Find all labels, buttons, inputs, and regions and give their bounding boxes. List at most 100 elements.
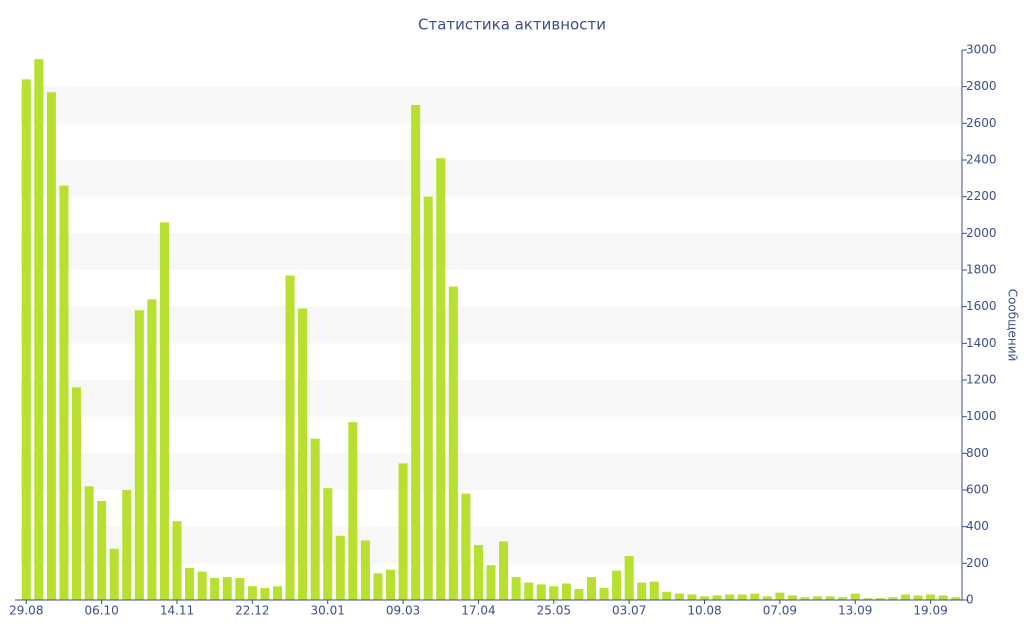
bar (21, 79, 31, 601)
bar (473, 545, 483, 600)
bar (863, 598, 873, 600)
bar (561, 583, 571, 600)
y-tick-label: 1000 (966, 409, 997, 423)
y-tick-label: 0 (966, 593, 974, 607)
bar (423, 196, 433, 600)
bar (185, 567, 195, 600)
bar (461, 493, 471, 600)
bar (549, 586, 559, 600)
bar (888, 597, 898, 600)
bar (875, 598, 885, 600)
bar (787, 595, 797, 600)
bar (900, 594, 911, 600)
grid-band (20, 380, 962, 417)
bar (499, 541, 509, 600)
bar (813, 596, 823, 600)
bar (649, 581, 659, 600)
y-tick-label: 3000 (966, 43, 997, 57)
bar (84, 486, 94, 600)
x-tick-label: 10.08 (687, 604, 721, 618)
y-tick-label: 2800 (966, 79, 997, 93)
bar (97, 501, 107, 600)
bar (938, 595, 948, 600)
bar (750, 593, 760, 600)
grid-band (20, 160, 962, 197)
bar (172, 521, 182, 600)
y-tick-label: 2000 (966, 226, 997, 240)
bar (586, 577, 597, 600)
bar (147, 299, 157, 600)
bar (624, 556, 634, 600)
x-tick-label: 19.09 (913, 604, 947, 618)
bar (134, 310, 144, 600)
bar (762, 596, 772, 600)
bar (699, 596, 710, 600)
bar (775, 592, 785, 600)
y-tick-label: 200 (966, 556, 989, 570)
grid-band (20, 233, 962, 270)
x-tick-label: 22.12 (235, 604, 269, 618)
grid-band (20, 453, 962, 490)
x-tick-label: 30.01 (311, 604, 345, 618)
bar (34, 59, 44, 600)
y-tick-label: 600 (966, 483, 989, 497)
bar (272, 586, 283, 600)
bar (46, 92, 56, 601)
bar (398, 463, 408, 600)
bar (436, 158, 446, 600)
bar (486, 565, 496, 600)
x-tick-label: 25.05 (537, 604, 571, 618)
x-tick-label: 29.08 (9, 604, 43, 618)
bar (800, 597, 810, 600)
bar (674, 593, 684, 600)
bar (235, 578, 245, 600)
bar (197, 571, 207, 600)
x-tick-label: 13.09 (838, 604, 872, 618)
bar (838, 597, 848, 600)
bar (298, 308, 308, 600)
bar (310, 438, 320, 600)
bar (59, 185, 69, 600)
bar (511, 577, 521, 600)
bar (825, 596, 835, 600)
bar (71, 387, 82, 600)
y-tick-label: 1400 (966, 336, 997, 350)
bar (637, 582, 647, 600)
bar (850, 593, 860, 600)
bar (285, 275, 295, 600)
bar (951, 597, 961, 600)
bar (385, 569, 396, 600)
x-tick-label: 03.07 (612, 604, 646, 618)
grid-band (20, 306, 962, 344)
bar (247, 586, 257, 600)
bar (913, 595, 923, 600)
bar (360, 540, 370, 600)
bar (260, 588, 270, 600)
y-tick-label: 2200 (966, 189, 997, 203)
x-tick-label: 07.09 (763, 604, 797, 618)
bar (524, 582, 534, 600)
bar (662, 591, 672, 600)
bar (109, 548, 119, 600)
x-tick-label: 09.03 (386, 604, 420, 618)
y-tick-label: 2600 (966, 116, 997, 130)
bar (335, 535, 345, 600)
chart-title: Статистика активности (418, 16, 606, 34)
x-tick-label: 17.04 (461, 604, 495, 618)
y-tick-label: 1800 (966, 263, 997, 277)
y-axis-title: Сообщений (1006, 289, 1020, 362)
bar (926, 594, 936, 600)
y-tick-label: 400 (966, 519, 989, 533)
bar (448, 286, 458, 600)
bar (737, 594, 747, 600)
bar (323, 488, 333, 600)
bar (536, 584, 546, 600)
bar (348, 422, 358, 600)
y-tick-label: 2400 (966, 153, 997, 167)
bar (612, 570, 622, 600)
bar (373, 573, 383, 600)
bar (574, 589, 584, 600)
x-tick-label: 14.11 (160, 604, 194, 618)
y-tick-label: 1600 (966, 299, 997, 313)
